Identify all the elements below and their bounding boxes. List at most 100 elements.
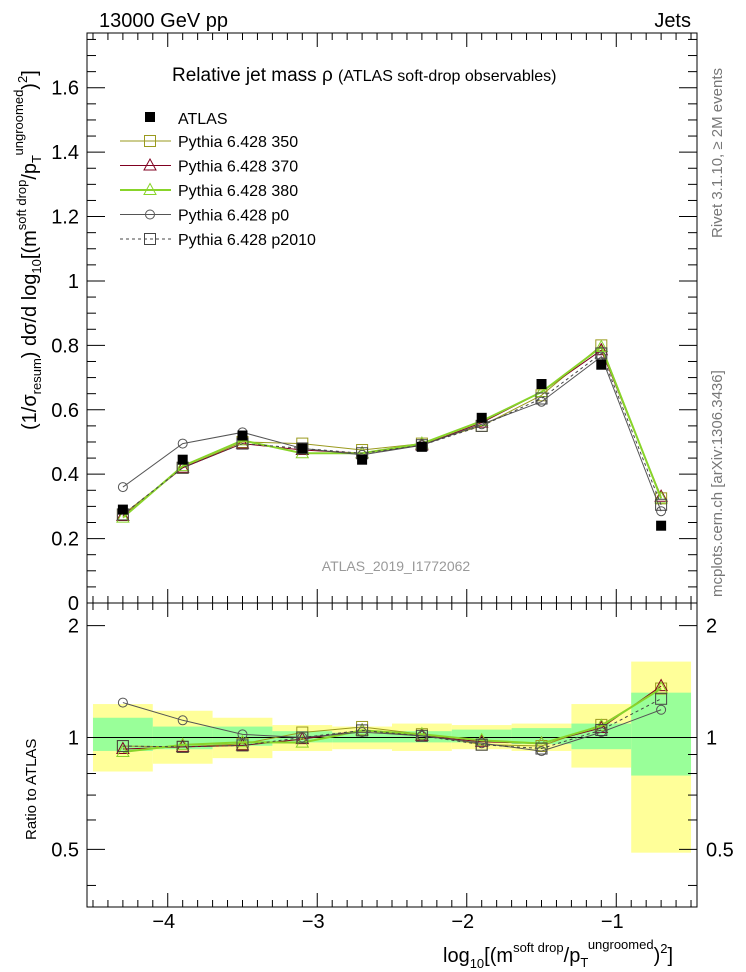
series-point: [177, 438, 188, 449]
atlas-data-point: [117, 504, 128, 515]
ratio-series-point: [176, 740, 189, 753]
legend-label: Pythia 6.428 p0: [178, 208, 289, 225]
legend-label-atlas: ATLAS: [178, 111, 228, 128]
atlas-data-layer: [117, 359, 667, 531]
ratio-series-point: [175, 737, 190, 750]
ratio-series-point: [536, 746, 547, 757]
header-left-text: 13000 GeV pp: [99, 10, 228, 32]
legend-label: Pythia 6.428 370: [178, 159, 298, 176]
series-point: [117, 482, 128, 493]
ratio-series-point: [116, 741, 130, 755]
series-point: [534, 384, 549, 398]
atlas-data-point: [596, 359, 607, 370]
ratio-series-point: [296, 731, 309, 744]
series-point: [535, 392, 548, 405]
ratio-series-point: [355, 722, 369, 736]
y-tick-label: 0.2: [51, 529, 79, 551]
y-axis-label: (1/σresum) dσ/d log10[(msoft drop/pTungr…: [11, 70, 44, 430]
x-tick-label: −3: [302, 911, 325, 933]
series-line: [122, 344, 662, 515]
y-tick-label: 1.6: [51, 78, 79, 100]
ratio-tick-label-left: 0.5: [51, 839, 79, 861]
legend: ATLAS Pythia 6.428 350 Pythia 6.428 370 Pyt…: [120, 111, 316, 249]
ratio-series-line: [122, 702, 662, 752]
atlas-data-point: [656, 520, 667, 531]
ratio-layer: [116, 678, 668, 758]
x-tick-label: −1: [601, 911, 624, 933]
axes-frame: [86, 32, 698, 908]
y-tick-label: 1: [68, 271, 79, 293]
ratio-series-point: [655, 692, 668, 705]
series-point: [536, 396, 547, 407]
legend-label: Pythia 6.428 380: [178, 183, 298, 200]
ratio-series-point: [654, 678, 668, 692]
series-line: [122, 355, 662, 512]
ratio-series-point: [596, 727, 607, 738]
atlas-data-point: [297, 443, 308, 454]
ratio-series-point: [237, 729, 248, 740]
side-text-bottom: mcplots.cern.ch [arXiv:1306.3436]: [709, 370, 726, 597]
ratio-series-point: [415, 726, 429, 740]
watermark-text: ATLAS_2019_I1772062: [322, 558, 471, 574]
y-tick-label: 0: [68, 593, 79, 615]
legend-label: Pythia 6.428 350: [178, 134, 298, 151]
legend-marker: [143, 157, 157, 171]
ratio-series-point: [415, 729, 428, 742]
series-point: [594, 339, 609, 352]
y-tick-label: 0.6: [51, 400, 79, 422]
ratio-series-point: [535, 742, 548, 755]
series-point: [595, 347, 608, 360]
ratio-tick-label-right: 2: [706, 616, 717, 638]
x-tick-label: −2: [451, 911, 474, 933]
ratio-series-point: [236, 739, 249, 752]
ratio-series-point: [595, 724, 608, 737]
series-point: [656, 506, 667, 517]
ratio-series-point: [656, 704, 667, 715]
series-layer: [116, 339, 668, 523]
series-line: [122, 352, 662, 515]
legend-label: Pythia 6.428 p2010: [178, 232, 316, 249]
ratio-tick-label-left: 2: [68, 616, 79, 638]
ratio-y-label: Ratio to ATLAS: [23, 739, 40, 840]
ratio-series-point: [295, 735, 310, 748]
ratio-series-point: [235, 734, 250, 748]
y-tick-label: 1.2: [51, 207, 79, 229]
ratio-series-point: [475, 738, 488, 751]
atlas-data-point: [237, 430, 248, 441]
x-axis-label: log10[(msoft drop/pTungroomed)2]: [443, 937, 673, 971]
labels-layer: −4 −3 −2 −1 0 0.2 0.4 0.6 0.8 1 1.2 1.4 1.6 0.5 0.5 1 1 2…: [11, 10, 734, 971]
ratio-tick-label-left: 1: [68, 727, 79, 749]
ratio-series-point: [117, 697, 128, 708]
ratio-band-stat: [392, 731, 452, 743]
ratio-series-point: [297, 732, 308, 743]
legend-marker-atlas: [145, 112, 155, 122]
header-right-text: Jets: [654, 10, 691, 32]
legend-marker: [144, 233, 156, 245]
series-point: [654, 489, 668, 502]
atlas-data-point: [536, 379, 547, 390]
y-tick-label: 0.4: [51, 464, 79, 486]
ratio-tick-label-right: 0.5: [706, 839, 734, 861]
ratio-series-line: [122, 698, 662, 750]
legend-marker: [144, 135, 156, 147]
series-point: [296, 442, 309, 455]
series-point: [175, 458, 190, 472]
legend-marker: [145, 209, 155, 220]
series-line: [122, 349, 662, 517]
atlas-data-point: [476, 412, 487, 423]
ratio-series-point: [116, 740, 129, 753]
series-point: [655, 498, 668, 511]
legend-marker: [143, 182, 157, 195]
ratio-series-point: [116, 744, 130, 758]
side-text-top: Rivet 3.1.10, ≥ 2M events: [709, 68, 726, 238]
x-tick-label: −4: [152, 911, 175, 933]
ratio-series-point: [356, 724, 369, 737]
series-point: [116, 510, 130, 523]
atlas-data-point: [177, 454, 188, 465]
ratio-band-stat: [631, 692, 692, 776]
ratio-tick-label-right: 1: [706, 727, 717, 749]
series-line: [122, 345, 663, 519]
ratio-series-point: [357, 727, 368, 738]
y-tick-label: 0.8: [51, 335, 79, 357]
